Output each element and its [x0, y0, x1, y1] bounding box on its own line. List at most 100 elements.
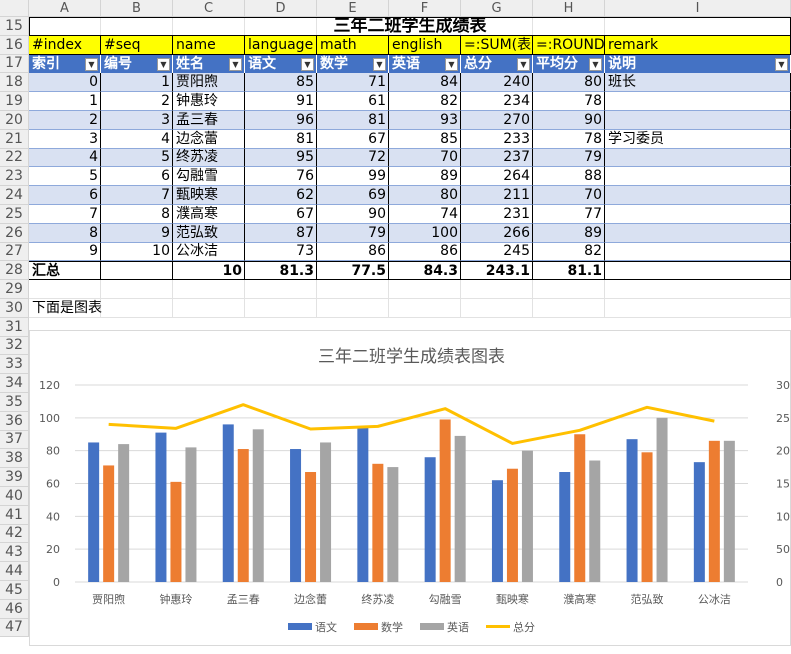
grid-cell[interactable] — [461, 280, 533, 299]
table-cell[interactable]: 234 — [461, 92, 533, 111]
table-cell[interactable]: 9 — [29, 242, 101, 262]
row-header-45[interactable]: 45 — [0, 581, 29, 600]
table-cell[interactable]: 终苏凌 — [173, 148, 245, 168]
table-cell[interactable]: 79 — [533, 148, 605, 168]
table-header-0[interactable]: 索引 — [29, 54, 101, 74]
row-header-16[interactable]: 16 — [0, 35, 29, 55]
filter-dropdown-icon[interactable]: ▼ — [445, 57, 458, 71]
column-header-C[interactable]: C — [173, 0, 245, 17]
filter-dropdown-icon[interactable]: ▼ — [517, 57, 530, 71]
field-key-4[interactable]: math — [317, 35, 389, 55]
table-cell[interactable]: 82 — [533, 242, 605, 262]
table-cell[interactable]: 6 — [101, 167, 173, 187]
total-cell[interactable]: 84.3 — [389, 261, 461, 281]
grid-cell[interactable] — [173, 280, 245, 299]
row-header-27[interactable]: 27 — [0, 242, 29, 262]
grid-cell[interactable] — [605, 280, 791, 299]
table-cell[interactable]: 边念蕾 — [173, 129, 245, 149]
table-header-3[interactable]: 语文 — [245, 54, 317, 74]
field-key-6[interactable]: =:SUM(表1 — [461, 35, 533, 55]
table-cell[interactable]: 95 — [245, 148, 317, 168]
table-cell[interactable]: 濮高寒 — [173, 205, 245, 224]
table-cell[interactable]: 6 — [29, 186, 101, 205]
table-cell[interactable]: 1 — [101, 73, 173, 93]
table-cell[interactable]: 3 — [29, 129, 101, 149]
chart-note[interactable]: 下面是图表 — [32, 300, 102, 317]
table-cell[interactable]: 89 — [389, 167, 461, 187]
table-header-2[interactable]: 姓名 — [173, 54, 245, 74]
column-header-G[interactable]: G — [461, 0, 533, 17]
table-cell[interactable]: 85 — [245, 73, 317, 93]
table-cell[interactable]: 93 — [389, 111, 461, 130]
table-cell[interactable]: 240 — [461, 73, 533, 93]
table-cell[interactable]: 钟惠玲 — [173, 92, 245, 111]
table-cell[interactable]: 86 — [317, 242, 389, 262]
row-header-34[interactable]: 34 — [0, 374, 29, 393]
table-cell[interactable]: 甄映寒 — [173, 186, 245, 205]
table-cell[interactable]: 70 — [533, 186, 605, 205]
field-key-8[interactable]: remark — [605, 35, 791, 55]
table-cell[interactable] — [605, 205, 791, 224]
total-cell[interactable]: 汇总 — [29, 261, 101, 281]
table-cell[interactable]: 90 — [317, 205, 389, 224]
grid-cell[interactable] — [245, 280, 317, 299]
table-cell[interactable]: 78 — [533, 129, 605, 149]
row-header-32[interactable]: 32 — [0, 336, 29, 356]
total-cell[interactable]: 10 — [173, 261, 245, 281]
grid-cell[interactable] — [317, 299, 389, 318]
table-cell[interactable]: 233 — [461, 129, 533, 149]
table-cell[interactable]: 9 — [101, 223, 173, 243]
grid-cell[interactable] — [29, 280, 101, 299]
table-cell[interactable]: 89 — [533, 223, 605, 243]
row-header-17[interactable]: 17 — [0, 54, 29, 74]
row-header-22[interactable]: 22 — [0, 148, 29, 168]
grid-cell[interactable] — [533, 299, 605, 318]
field-key-3[interactable]: language — [245, 35, 317, 55]
table-cell[interactable]: 80 — [389, 186, 461, 205]
table-cell[interactable]: 78 — [533, 92, 605, 111]
table-cell[interactable]: 8 — [29, 223, 101, 243]
table-cell[interactable]: 81 — [245, 129, 317, 149]
row-header-44[interactable]: 44 — [0, 562, 29, 581]
grid-cell[interactable] — [173, 299, 245, 318]
score-chart[interactable]: 三年二班学生成绩表图表 0 20 40 60 80 100 120 0 50 100 150 200 25… — [29, 330, 791, 646]
grid-cell[interactable] — [29, 299, 101, 318]
table-cell[interactable]: 96 — [245, 111, 317, 130]
grid-cell[interactable] — [101, 299, 173, 318]
grid-cell[interactable] — [389, 280, 461, 299]
table-cell[interactable]: 81 — [317, 111, 389, 130]
filter-dropdown-icon[interactable]: ▼ — [775, 57, 788, 71]
row-header-20[interactable]: 20 — [0, 111, 29, 130]
row-header-40[interactable]: 40 — [0, 487, 29, 506]
row-header-33[interactable]: 33 — [0, 355, 29, 375]
table-header-7[interactable]: 平均分 — [533, 54, 605, 74]
table-cell[interactable]: 班长 — [605, 73, 791, 93]
row-header-19[interactable]: 19 — [0, 92, 29, 111]
table-cell[interactable]: 7 — [101, 186, 173, 205]
table-cell[interactable] — [605, 111, 791, 130]
column-header-E[interactable]: E — [317, 0, 389, 17]
table-cell[interactable] — [605, 242, 791, 262]
table-cell[interactable]: 勾融雪 — [173, 167, 245, 187]
table-header-5[interactable]: 英语 — [389, 54, 461, 74]
table-cell[interactable]: 99 — [317, 167, 389, 187]
grid-cell[interactable] — [533, 280, 605, 299]
table-cell[interactable]: 学习委员 — [605, 129, 791, 149]
grid-cell[interactable] — [317, 280, 389, 299]
field-key-5[interactable]: english — [389, 35, 461, 55]
table-header-4[interactable]: 数学 — [317, 54, 389, 74]
table-cell[interactable]: 2 — [101, 92, 173, 111]
table-cell[interactable]: 85 — [389, 129, 461, 149]
table-header-1[interactable]: 编号 — [101, 54, 173, 74]
table-cell[interactable]: 62 — [245, 186, 317, 205]
row-header-29[interactable]: 29 — [0, 280, 29, 300]
table-cell[interactable]: 4 — [101, 129, 173, 149]
row-header-30[interactable]: 30 — [0, 299, 29, 318]
row-header-24[interactable]: 24 — [0, 186, 29, 205]
table-cell[interactable] — [605, 167, 791, 187]
row-header-47[interactable]: 47 — [0, 618, 29, 638]
field-key-0[interactable]: #index — [29, 35, 101, 55]
row-header-42[interactable]: 42 — [0, 524, 29, 544]
table-cell[interactable]: 91 — [245, 92, 317, 111]
total-cell[interactable] — [101, 261, 173, 281]
